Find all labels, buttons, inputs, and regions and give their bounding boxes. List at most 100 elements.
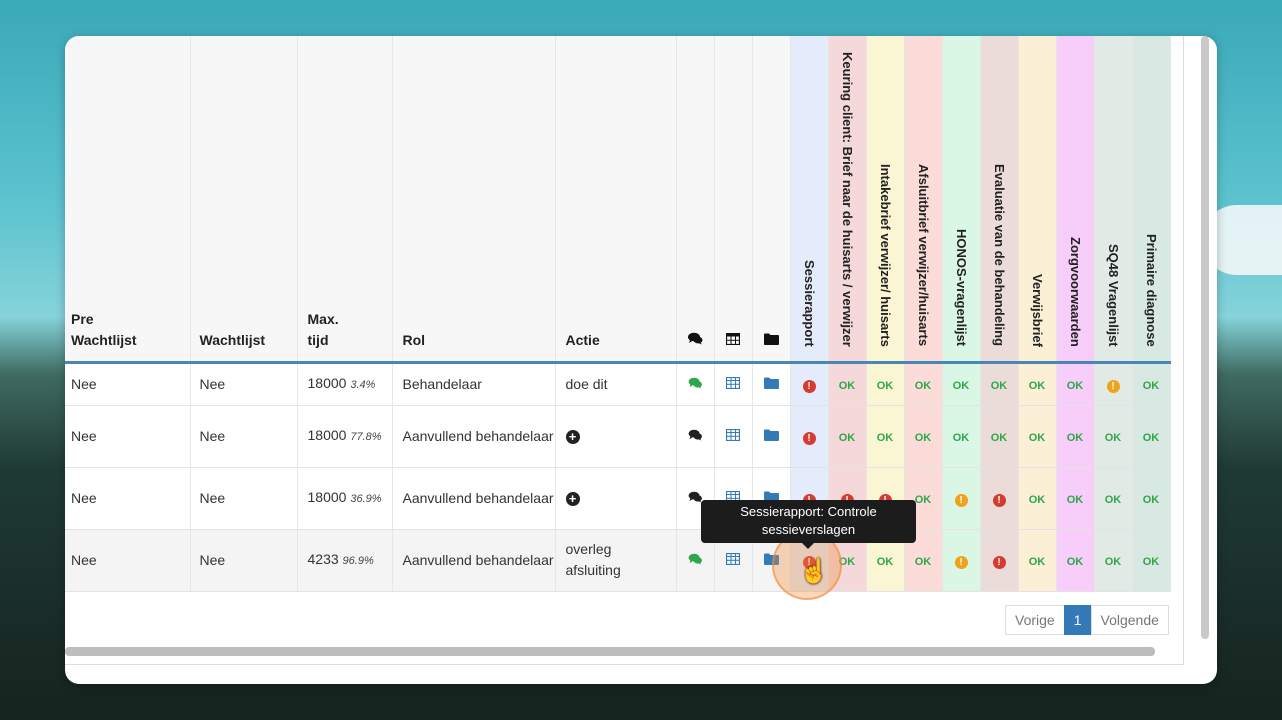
plus-circle-icon[interactable]: +	[565, 429, 580, 444]
page-1-button[interactable]: 1	[1063, 605, 1092, 635]
horizontal-scrollbar[interactable]	[65, 647, 1155, 656]
next-page-button[interactable]: Volgende	[1090, 605, 1169, 635]
folder-icon[interactable]	[763, 428, 779, 444]
table-row[interactable]: Nee Nee 4233 96.9% Aanvullend behandelaar ov…	[65, 529, 1171, 592]
ok-status[interactable]: OK	[914, 494, 932, 506]
cell-check-2[interactable]: OK	[866, 362, 905, 406]
col-check-0[interactable]: Sessierapport	[790, 36, 829, 364]
cell-check-1[interactable]: OK	[828, 362, 867, 406]
ok-status[interactable]: OK	[952, 432, 970, 444]
cell-check-7[interactable]: OK	[1056, 362, 1095, 406]
comments-icon[interactable]	[688, 376, 703, 392]
cell-check-5[interactable]: OK	[980, 362, 1019, 406]
cell-folder[interactable]	[752, 362, 791, 406]
cell-check-6[interactable]: OK	[1018, 362, 1057, 406]
cell-check-7[interactable]: OK	[1056, 467, 1095, 530]
cell-actie[interactable]: +	[555, 467, 677, 530]
cell-check-9[interactable]: OK	[1132, 529, 1171, 592]
col-pre-wachtlijst[interactable]: Pre Wachtlijst	[65, 36, 191, 364]
ok-status[interactable]: OK	[876, 432, 894, 444]
ok-status[interactable]: OK	[1104, 556, 1122, 568]
col-rol[interactable]: Rol	[392, 36, 556, 364]
ok-status[interactable]: OK	[1066, 432, 1084, 444]
col-max-tijd[interactable]: Max. tijd	[297, 36, 393, 364]
cell-actie[interactable]: overleg afsluiting	[555, 529, 677, 592]
comments-icon[interactable]	[688, 428, 703, 444]
cell-check-8[interactable]: !	[1094, 362, 1133, 406]
error-icon[interactable]: !	[992, 555, 1006, 569]
cell-comments[interactable]	[676, 405, 715, 468]
ok-status[interactable]: OK	[914, 432, 932, 444]
cell-check-4[interactable]: !	[942, 467, 981, 530]
col-wachtlijst[interactable]: Wachtlijst	[190, 36, 298, 364]
ok-status[interactable]: OK	[1066, 380, 1084, 392]
cell-check-6[interactable]: OK	[1018, 467, 1057, 530]
cell-table[interactable]	[714, 362, 753, 406]
ok-status[interactable]: OK	[1066, 494, 1084, 506]
cell-actie[interactable]: +	[555, 405, 677, 468]
cell-check-7[interactable]: OK	[1056, 405, 1095, 468]
ok-status[interactable]: OK	[838, 556, 856, 568]
ok-status[interactable]: OK	[1028, 494, 1046, 506]
cell-check-2[interactable]: OK	[866, 405, 905, 468]
cell-check-1[interactable]: OK	[828, 405, 867, 468]
folder-icon[interactable]	[763, 376, 779, 392]
col-check-8[interactable]: SQ48 Vragenlijst	[1094, 36, 1133, 364]
col-check-3[interactable]: Afsluitbrief verwijzer/huisarts	[904, 36, 943, 364]
ok-status[interactable]: OK	[990, 432, 1008, 444]
cell-check-6[interactable]: OK	[1018, 405, 1057, 468]
col-comments[interactable]	[676, 36, 715, 364]
ok-status[interactable]: OK	[838, 380, 856, 392]
col-folder[interactable]	[752, 36, 791, 364]
cell-check-4[interactable]: OK	[942, 405, 981, 468]
cell-check-7[interactable]: OK	[1056, 529, 1095, 592]
cell-comments[interactable]	[676, 362, 715, 406]
table-row[interactable]: Nee Nee 18000 3.4% Behandelaar doe dit! OK OK O…	[65, 362, 1171, 406]
table-row[interactable]: Nee Nee 18000 36.9% Aanvullend behandelaar +…	[65, 467, 1171, 530]
error-icon[interactable]: !	[992, 493, 1006, 507]
cell-check-9[interactable]: OK	[1132, 362, 1171, 406]
ok-status[interactable]: OK	[1142, 380, 1160, 392]
warning-icon[interactable]: !	[1106, 379, 1120, 393]
col-check-5[interactable]: Evaluatie van de behandeling	[980, 36, 1019, 364]
table-icon[interactable]	[725, 428, 741, 444]
warning-icon[interactable]: !	[954, 555, 968, 569]
cell-check-4[interactable]: !	[942, 529, 981, 592]
cell-check-3[interactable]: OK	[904, 362, 943, 406]
table-icon[interactable]	[725, 552, 741, 568]
ok-status[interactable]: OK	[1142, 494, 1160, 506]
ok-status[interactable]: OK	[876, 556, 894, 568]
ok-status[interactable]: OK	[1142, 432, 1160, 444]
ok-status[interactable]: OK	[1028, 432, 1046, 444]
vertical-scrollbar[interactable]	[1201, 36, 1209, 639]
ok-status[interactable]: OK	[952, 380, 970, 392]
cell-check-4[interactable]: OK	[942, 362, 981, 406]
error-icon[interactable]: !	[802, 431, 816, 445]
col-check-1[interactable]: Keuring client: Brief naar de huisarts /…	[828, 36, 867, 364]
col-actie[interactable]: Actie	[555, 36, 677, 364]
cell-check-5[interactable]: !	[980, 529, 1019, 592]
ok-status[interactable]: OK	[990, 380, 1008, 392]
warning-icon[interactable]: !	[954, 493, 968, 507]
cell-check-3[interactable]: OK	[904, 529, 943, 592]
prev-page-button[interactable]: Vorige	[1005, 605, 1065, 635]
error-icon[interactable]: !	[802, 379, 816, 393]
col-check-4[interactable]: HONOS-vragenlijst	[942, 36, 981, 364]
cell-actie[interactable]: doe dit	[555, 362, 677, 406]
ok-status[interactable]: OK	[1142, 556, 1160, 568]
plus-circle-icon[interactable]: +	[565, 491, 580, 506]
ok-status[interactable]: OK	[838, 432, 856, 444]
comments-icon[interactable]	[688, 552, 703, 568]
cell-check-6[interactable]: OK	[1018, 529, 1057, 592]
cell-check-9[interactable]: OK	[1132, 405, 1171, 468]
col-check-7[interactable]: Zorgvoorwaarden	[1056, 36, 1095, 364]
ok-status[interactable]: OK	[1028, 380, 1046, 392]
col-check-6[interactable]: Verwijsbrief	[1018, 36, 1057, 364]
cell-check-9[interactable]: OK	[1132, 467, 1171, 530]
cell-check-3[interactable]: OK	[904, 405, 943, 468]
table-icon[interactable]	[725, 376, 741, 392]
col-check-9[interactable]: Primaire diagnose	[1132, 36, 1171, 364]
cell-table[interactable]	[714, 405, 753, 468]
cell-check-0[interactable]: !	[790, 362, 829, 406]
cell-folder[interactable]	[752, 405, 791, 468]
